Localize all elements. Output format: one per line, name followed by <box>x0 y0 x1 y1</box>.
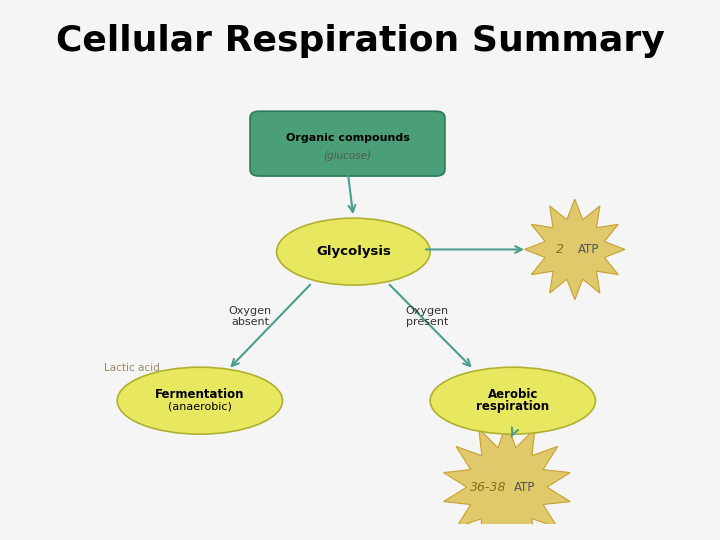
Text: Oxygen
present: Oxygen present <box>405 306 449 327</box>
Ellipse shape <box>117 367 282 434</box>
Text: 36-38: 36-38 <box>469 481 506 494</box>
Text: Lactic acid: Lactic acid <box>104 363 160 373</box>
Text: Cellular Respiration Summary: Cellular Respiration Summary <box>55 24 665 58</box>
Text: Organic compounds: Organic compounds <box>286 133 410 143</box>
Text: 2: 2 <box>556 243 564 256</box>
Text: ATP: ATP <box>514 481 535 494</box>
Text: (anaerobic): (anaerobic) <box>168 401 232 411</box>
Text: respiration: respiration <box>476 400 549 413</box>
FancyBboxPatch shape <box>250 111 445 176</box>
Text: Aerobic: Aerobic <box>487 388 538 401</box>
Polygon shape <box>444 422 570 540</box>
Text: Glycolysis: Glycolysis <box>316 245 391 258</box>
Text: (glucose): (glucose) <box>323 151 372 161</box>
Polygon shape <box>525 199 625 300</box>
Ellipse shape <box>276 218 430 285</box>
Text: Oxygen
absent: Oxygen absent <box>228 306 271 327</box>
Text: ATP: ATP <box>577 243 599 256</box>
Ellipse shape <box>430 367 595 434</box>
Text: Fermentation: Fermentation <box>155 388 245 401</box>
